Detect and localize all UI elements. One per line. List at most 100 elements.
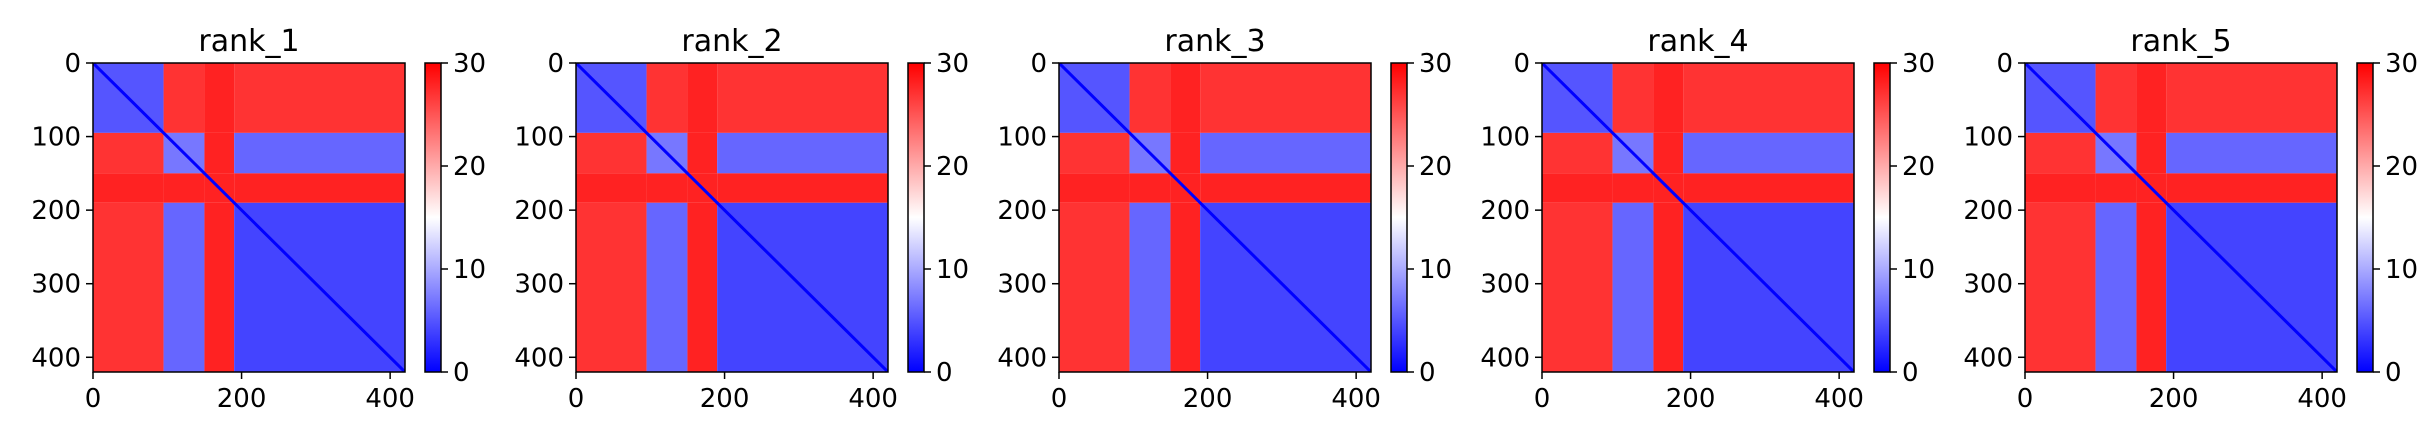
x-tick-label: 0 xyxy=(85,384,102,414)
heatmap-cell xyxy=(2136,202,2167,372)
y-tick-label: 400 xyxy=(514,343,564,373)
heatmap-cells xyxy=(1059,63,1371,372)
x-tick-label: 0 xyxy=(1051,384,1068,414)
colorbar-tick-label: 0 xyxy=(1902,358,1919,388)
colorbar-tick-label: 10 xyxy=(453,255,486,285)
heatmap-cell xyxy=(2095,63,2137,133)
colorbar-tick-label: 0 xyxy=(453,358,470,388)
heatmap-cell xyxy=(2166,63,2337,133)
colorbar xyxy=(424,62,442,373)
panel-title: rank_4 xyxy=(1647,24,1748,59)
heatmap-cell xyxy=(2025,132,2096,174)
y-tick-label: 300 xyxy=(997,270,1047,300)
colorbar xyxy=(907,62,925,373)
heatmap-cell xyxy=(1542,132,1613,174)
x-tick-label: 0 xyxy=(2017,384,2034,414)
heatmap-cell xyxy=(1200,132,1371,174)
heatmap-cell xyxy=(1059,173,1130,203)
x-tick-label: 0 xyxy=(568,384,585,414)
heatmap-cell xyxy=(1059,132,1130,174)
colorbar-tick-label: 20 xyxy=(2385,152,2418,182)
heatmap-cell xyxy=(1653,202,1684,372)
heatmap-cell xyxy=(1653,63,1684,133)
heatmap-cell xyxy=(646,173,688,203)
colorbar-tick-label: 0 xyxy=(936,358,953,388)
x-tick-label: 400 xyxy=(848,384,898,414)
y-tick-label: 400 xyxy=(31,343,81,373)
x-tick-label: 200 xyxy=(700,384,750,414)
heatmap-cell xyxy=(2095,173,2137,203)
y-tick-label: 300 xyxy=(1480,270,1530,300)
y-tick-label: 400 xyxy=(997,343,1047,373)
heatmap-cell xyxy=(2166,173,2337,203)
heatmap-cell xyxy=(1200,173,1371,203)
x-tick-label: 400 xyxy=(2297,384,2347,414)
heatmap-cell xyxy=(1653,132,1684,174)
colorbar-tick-label: 10 xyxy=(936,255,969,285)
heatmap-cell xyxy=(1683,63,1854,133)
heatmap-cell xyxy=(687,132,718,174)
y-tick-label: 100 xyxy=(1480,123,1530,153)
panel-title: rank_2 xyxy=(681,24,782,59)
x-tick-label: 0 xyxy=(1534,384,1551,414)
x-tick-label: 400 xyxy=(1814,384,1864,414)
x-tick-label: 200 xyxy=(1666,384,1716,414)
heatmap-cell xyxy=(717,173,888,203)
y-tick-label: 200 xyxy=(1963,196,2013,226)
heatmap-cell xyxy=(163,63,205,133)
y-tick-label: 100 xyxy=(1963,123,2013,153)
heatmap-cell xyxy=(1170,202,1201,372)
colorbar-tick-label: 10 xyxy=(2385,255,2418,285)
colorbar-tick-label: 0 xyxy=(2385,358,2402,388)
panel-title: rank_1 xyxy=(198,24,299,59)
y-tick-label: 200 xyxy=(1480,196,1530,226)
colorbar xyxy=(1390,62,1408,373)
diagonal-line xyxy=(1542,63,1854,372)
y-tick-label: 0 xyxy=(1996,49,2013,79)
heatmap-cell xyxy=(93,173,164,203)
heatmap-cell xyxy=(1129,63,1171,133)
heatmap-cell xyxy=(163,173,205,203)
colorbar-tick-label: 30 xyxy=(453,49,486,79)
y-tick-label: 200 xyxy=(31,196,81,226)
heatmap-cell xyxy=(93,202,164,372)
heatmap-cell xyxy=(163,202,205,372)
axes-frame xyxy=(1058,62,1372,373)
axes-frame xyxy=(92,62,406,373)
heatmap-cell xyxy=(1612,173,1654,203)
heatmap-cell xyxy=(717,132,888,174)
colorbar-tick-label: 0 xyxy=(1419,358,1436,388)
colorbar-tick-label: 30 xyxy=(936,49,969,79)
diagonal-line xyxy=(576,63,888,372)
heatmap-cell xyxy=(1200,63,1371,133)
colorbar-tick-label: 30 xyxy=(1419,49,1452,79)
heatmap-cell xyxy=(717,63,888,133)
y-tick-label: 300 xyxy=(1963,270,2013,300)
diagonal-line xyxy=(1059,63,1371,372)
x-tick-label: 200 xyxy=(217,384,267,414)
heatmap-cell xyxy=(2166,132,2337,174)
heatmap-cell xyxy=(1683,173,1854,203)
y-tick-label: 0 xyxy=(1513,49,1530,79)
y-tick-label: 100 xyxy=(997,123,1047,153)
colorbar-tick-label: 30 xyxy=(2385,49,2418,79)
heatmap-cell xyxy=(204,63,235,133)
y-tick-label: 0 xyxy=(547,49,564,79)
axes-frame xyxy=(2024,62,2338,373)
panel-title: rank_3 xyxy=(1164,24,1265,59)
heatmap-cell xyxy=(204,202,235,372)
heatmap-cell xyxy=(1542,202,1613,372)
heatmap-cell xyxy=(1612,63,1654,133)
heatmap-cells xyxy=(2025,63,2337,372)
y-tick-label: 300 xyxy=(31,270,81,300)
heatmap-cell xyxy=(2025,202,2096,372)
colorbar xyxy=(1873,62,1891,373)
x-tick-label: 400 xyxy=(365,384,415,414)
heatmap-cell xyxy=(234,173,405,203)
heatmap-cell xyxy=(1170,63,1201,133)
panel-title: rank_5 xyxy=(2130,24,2231,59)
